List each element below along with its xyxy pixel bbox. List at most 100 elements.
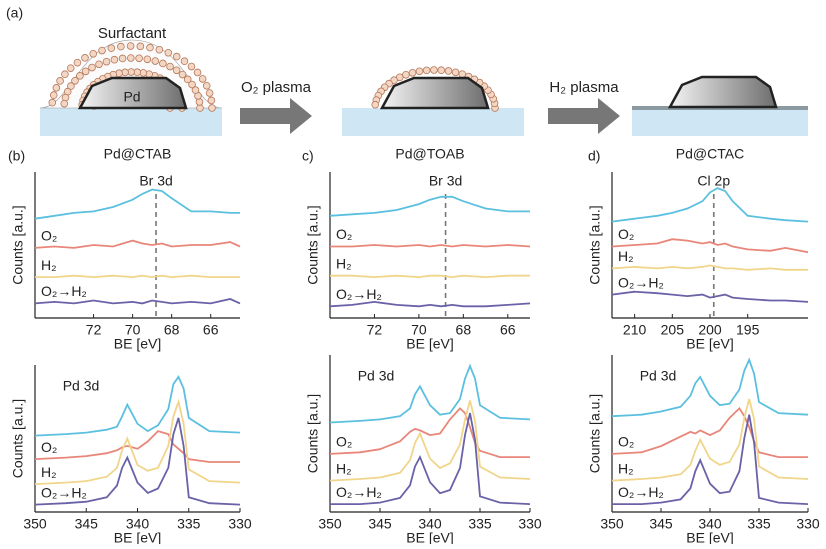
bead [56,77,64,85]
series-label: O₂→H₂ [41,283,87,299]
bead [135,54,143,63]
x-axis-label: BE [eV] [406,336,453,352]
series-line [34,239,241,249]
bead [89,49,98,58]
series-label: H₂ [41,464,57,480]
bead [61,70,69,79]
x-tick-label: 340 [698,516,722,532]
series-line [611,187,809,223]
arrow [548,98,620,134]
bead [205,89,214,97]
bead [136,42,145,51]
x-tick-label: 200 [698,322,722,338]
panel-label: d) [588,148,600,164]
bead [193,68,202,77]
chart-title: Pd@CTAC [676,146,744,162]
bead [88,63,96,72]
bead [208,104,216,112]
panel-label: (b) [8,148,25,164]
x-tick-label: 335 [747,516,771,532]
bead [164,48,173,57]
series-label: O₂→H₂ [336,484,382,500]
bead [81,67,90,76]
series-label: H₂ [618,460,634,476]
x-tick-label: 335 [177,516,201,532]
pd-particle [667,75,778,109]
panel-label: c) [302,148,314,164]
bead [415,67,424,76]
x-tick-label: 330 [228,516,252,532]
x-tick-label: 335 [468,516,492,532]
panel-label: (a) [6,5,23,21]
x-tick-label: 195 [736,322,760,338]
series-line [330,274,530,279]
series-line [611,357,809,418]
x-tick-label: 345 [368,516,392,532]
bead [159,59,167,68]
bead [172,66,181,75]
x-axis-label: BE [eV] [686,336,733,352]
bead [143,55,152,64]
bead [430,66,438,74]
annotation: Pd 3d [63,378,100,394]
y-axis-label: Counts [a.u.] [587,394,603,473]
bead [102,57,111,66]
series-line [611,398,809,482]
substrate [342,108,524,136]
bead [49,91,58,99]
bead [198,75,207,83]
surfactant-layer [371,66,499,112]
bead [52,84,61,92]
arrow [240,98,312,134]
bead [183,75,192,84]
y-axis-label: Counts [a.u.] [10,399,26,478]
y-axis-label: Counts [a.u.] [587,205,603,284]
bead [61,93,70,102]
bead [76,72,84,80]
series-line [611,264,808,271]
x-tick-label: 330 [518,516,542,532]
x-axis-label: BE [eV] [406,530,453,544]
substrate [40,108,222,136]
x-tick-label: 72 [86,322,102,338]
bead [166,62,174,71]
step-label: O₂ plasma [241,79,312,96]
series-line [34,374,241,437]
pd-particle [379,76,490,110]
series-label: O₂ [336,434,352,450]
y-axis-label: Counts [a.u.] [305,205,321,284]
series-label: O₂ [618,434,634,450]
x-tick-label: 350 [23,516,47,532]
bead [146,43,154,52]
bead [73,58,82,67]
series-label: H₂ [41,257,57,273]
series-line [611,406,808,458]
bead [402,70,410,79]
series-line [329,300,531,308]
series-label: O₂ [41,439,57,455]
bead [107,44,116,52]
x-tick-label: 68 [456,322,472,338]
schematic: (a) Pd Surfactant O₂ plasma H₂ plasma [6,5,808,136]
bead [98,46,106,55]
x-axis-label: BE [eV] [114,530,161,544]
bead [408,68,417,77]
step-label: H₂ plasma [549,79,619,96]
series-line [34,188,240,220]
series-line [34,398,241,485]
x-tick-label: 350 [318,516,342,532]
bead [48,98,57,107]
bead [172,52,181,61]
series-line [330,244,531,248]
x-tick-label: 345 [649,516,673,532]
series-label: O₂→H₂ [41,484,87,500]
x-tick-label: 66 [203,322,219,338]
annotation: Br 3d [139,173,172,189]
y-axis-label: Counts [a.u.] [10,205,26,284]
x-tick-label: 340 [418,516,442,532]
series-label: O₂ [336,226,352,242]
bead [207,96,216,105]
series-label: O₂→H₂ [618,484,664,500]
x-tick-label: 345 [75,516,99,532]
bead [81,54,89,62]
